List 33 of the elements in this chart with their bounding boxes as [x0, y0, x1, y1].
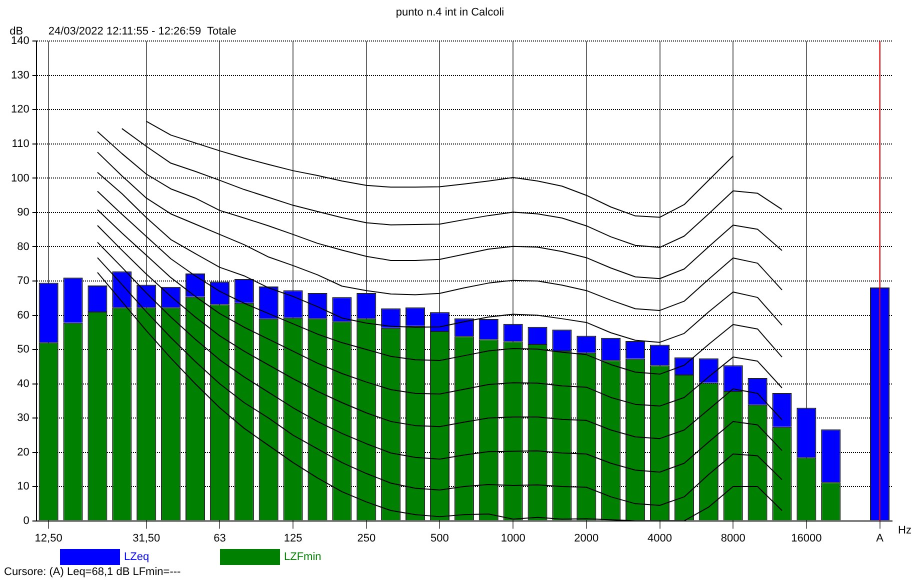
- x-tick-label: 12,50: [34, 532, 62, 544]
- y-tick-label: 120: [10, 104, 30, 116]
- y-tick-label: 80: [17, 240, 30, 253]
- text: LZeq: [124, 551, 150, 563]
- y-tick-label: 40: [17, 378, 30, 390]
- x-tick-label: 125: [284, 532, 302, 544]
- x-tick-label: 2000: [574, 532, 599, 544]
- x-tick-label: 31,50: [132, 532, 160, 544]
- y-tick-label: 30: [17, 412, 30, 424]
- y-tick-label: 50: [17, 344, 30, 356]
- x-tick-label: 1000: [500, 532, 526, 544]
- x-axis-title: Hz: [898, 524, 912, 536]
- x-tick-label: A: [876, 532, 884, 544]
- x-tick-label: 250: [357, 532, 376, 544]
- text: LZFmin: [284, 551, 322, 563]
- y-tick-label: 60: [17, 309, 30, 322]
- chart-subtitle: 24/03/2022 12:11:55 - 12:26:59 Totale: [48, 26, 236, 38]
- y-tick-label: 130: [10, 69, 30, 82]
- y-tick-label: 90: [17, 206, 30, 219]
- y-tick-label: 10: [17, 480, 30, 493]
- x-tick-label: 16000: [791, 532, 822, 544]
- x-tick-label: 8000: [720, 532, 746, 544]
- y-tick-label: 70: [17, 275, 30, 288]
- text: Cursore: (A) Leq=68,1 dB LFmin=---: [3, 566, 182, 578]
- y-tick-label: 110: [12, 138, 30, 150]
- x-tick-label: 63: [214, 532, 226, 544]
- x-tick-label: 4000: [648, 532, 672, 544]
- chart-title: punto n.4 int in Calcoli: [396, 6, 504, 19]
- y-tick-label: 0: [23, 514, 30, 527]
- y-tick-label: 140: [10, 35, 30, 48]
- x-tick-label: 500: [430, 532, 449, 544]
- y-tick-label: 100: [10, 172, 30, 184]
- y-tick-label: 20: [17, 446, 30, 458]
